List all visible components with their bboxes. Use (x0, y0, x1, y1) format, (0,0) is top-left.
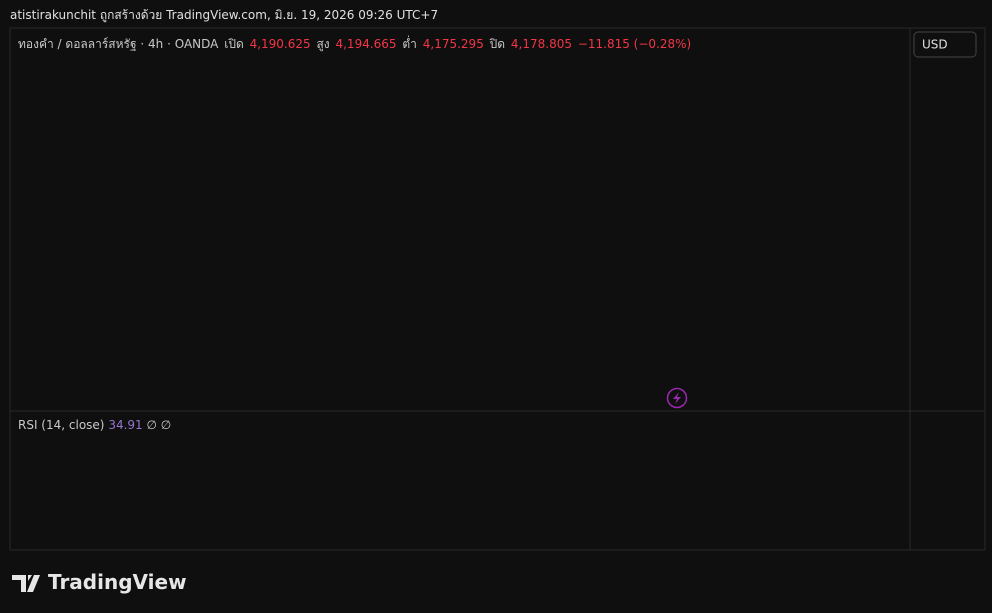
brand-name: TradingView (48, 570, 187, 594)
rsi-value: 34.91 (108, 418, 143, 432)
ohlc-label: ต่ำ (402, 37, 417, 51)
brand-logo (12, 575, 40, 592)
change: −11.815 (−0.28%) (577, 37, 692, 51)
ohlc-value: 4,175.295 (422, 37, 484, 51)
currency-label: USD (922, 38, 948, 52)
chart-frame (9, 27, 986, 551)
currency-button[interactable] (913, 31, 977, 58)
alert-bolt (673, 392, 681, 404)
rsi-legend: RSI (14, close) 34.91 ∅ ∅ (18, 418, 171, 432)
alert-icon[interactable] (666, 387, 688, 409)
ohlc-legend: ทองคำ / ดอลลาร์สหรัฐ · 4h · OANDA เปิด 4… (18, 35, 693, 54)
rsi-title: RSI (14, close) (18, 418, 105, 432)
ohlc-value: 4,190.625 (249, 37, 311, 51)
rsi-flags: ∅ ∅ (146, 418, 172, 432)
ohlc-value: 4,178.805 (510, 37, 572, 51)
ohlc-label: เปิด (224, 37, 244, 51)
symbol: ทองคำ / ดอลลาร์สหรัฐ · 4h · OANDA (18, 37, 219, 51)
ohlc-label: สูง (316, 37, 330, 51)
ohlc-label: ปิด (489, 37, 506, 51)
ohlc-value: 4,194.665 (335, 37, 397, 51)
caption: atistirakunchit ถูกสร้างด้วย TradingView… (10, 8, 439, 22)
